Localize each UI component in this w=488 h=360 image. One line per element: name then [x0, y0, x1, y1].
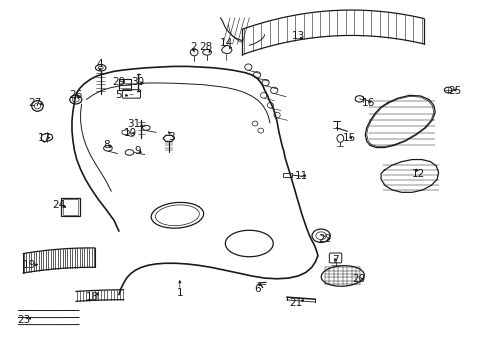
Text: 30: 30 [131, 77, 144, 87]
Text: 3: 3 [168, 132, 175, 142]
Text: 8: 8 [103, 140, 110, 150]
Text: 25: 25 [448, 86, 461, 96]
Text: 29: 29 [112, 77, 125, 87]
Text: 10: 10 [123, 129, 137, 139]
Text: 6: 6 [254, 284, 261, 294]
Text: 21: 21 [289, 298, 302, 308]
Bar [61, 198, 80, 216]
Text: 31: 31 [127, 118, 141, 129]
Text: 13: 13 [291, 31, 304, 41]
Text: 7: 7 [331, 256, 338, 265]
Text: 4: 4 [96, 59, 103, 68]
Text: 18: 18 [85, 292, 99, 302]
Text: 19: 19 [23, 260, 37, 270]
Text: 28: 28 [199, 42, 212, 51]
Text: 16: 16 [361, 98, 374, 108]
Text: 17: 17 [38, 133, 51, 143]
Text: 24: 24 [52, 201, 65, 210]
Bar [282, 173, 292, 177]
Text: 11: 11 [294, 171, 307, 181]
Text: 14: 14 [219, 38, 232, 48]
Text: 12: 12 [410, 168, 424, 179]
Text: 9: 9 [135, 146, 141, 156]
Bar [63, 199, 78, 215]
Text: 23: 23 [18, 315, 31, 325]
Text: 1: 1 [176, 288, 183, 298]
Text: 26: 26 [69, 90, 82, 100]
Text: 22: 22 [318, 234, 331, 244]
Text: 2: 2 [189, 42, 196, 51]
Text: 27: 27 [28, 98, 41, 108]
Text: 20: 20 [351, 274, 365, 284]
Text: 15: 15 [342, 133, 355, 143]
Text: 5: 5 [115, 90, 122, 100]
